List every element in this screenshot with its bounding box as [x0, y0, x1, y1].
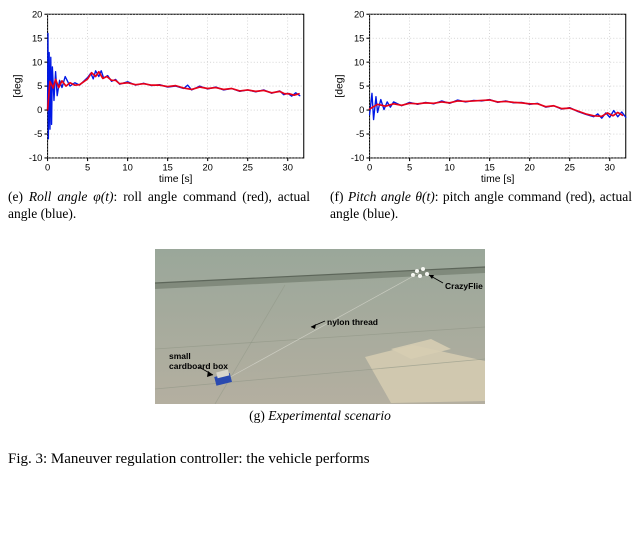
svg-text:5: 5: [359, 81, 364, 91]
svg-text:5: 5: [407, 162, 412, 172]
caption-f: (f) Pitch angle θ(t): pitch angle comman…: [330, 189, 632, 223]
svg-text:[deg]: [deg]: [12, 74, 23, 97]
top-chart-row: 0 5 10 15 20 25 30 -10 -5 0 5 10 15 20 time [s] [deg] (…: [8, 8, 632, 223]
caption-e: (e) Roll angle φ(t): roll angle command …: [8, 189, 310, 223]
svg-text:time [s]: time [s]: [159, 174, 193, 185]
svg-text:0: 0: [367, 162, 372, 172]
caption-g-text: Experimental scenario: [268, 408, 391, 423]
roll-panel: 0 5 10 15 20 25 30 -10 -5 0 5 10 15 20 time [s] [deg] (…: [8, 8, 310, 223]
caption-f-var: Pitch angle θ(t): [348, 189, 435, 204]
svg-text:CrazyFlie: CrazyFlie: [445, 281, 483, 291]
svg-text:20: 20: [202, 162, 212, 172]
svg-text:15: 15: [354, 33, 364, 43]
caption-e-var: Roll angle φ(t): [29, 189, 114, 204]
svg-text:20: 20: [32, 9, 42, 19]
pitch-chart: 0 5 10 15 20 25 30 -10 -5 0 5 10 15 20 time [s] [deg]: [330, 8, 632, 185]
svg-text:small: small: [169, 351, 191, 361]
svg-text:30: 30: [605, 162, 615, 172]
svg-text:25: 25: [565, 162, 575, 172]
svg-text:20: 20: [524, 162, 534, 172]
svg-text:20: 20: [354, 9, 364, 19]
caption-e-prefix: (e): [8, 189, 29, 204]
svg-text:30: 30: [283, 162, 293, 172]
scenario-image: CrazyFlie nylon thread smallcardboard box: [155, 249, 485, 404]
svg-text:-10: -10: [351, 153, 365, 163]
svg-text:-10: -10: [29, 153, 43, 163]
svg-text:10: 10: [354, 57, 364, 67]
svg-text:5: 5: [85, 162, 90, 172]
svg-text:15: 15: [162, 162, 172, 172]
svg-text:5: 5: [37, 81, 42, 91]
scenario-row: CrazyFlienylon threadsmallcardboard box …: [8, 249, 632, 425]
svg-text:10: 10: [122, 162, 132, 172]
svg-text:-5: -5: [34, 129, 42, 139]
figure-label: Fig. 3: Maneuver regulation controller: …: [8, 451, 632, 468]
svg-text:0: 0: [37, 105, 42, 115]
roll-chart: 0 5 10 15 20 25 30 -10 -5 0 5 10 15 20 time [s] [deg]: [8, 8, 310, 185]
svg-text:15: 15: [32, 33, 42, 43]
svg-text:10: 10: [32, 57, 42, 67]
svg-text:[deg]: [deg]: [334, 74, 345, 97]
svg-text:-5: -5: [356, 129, 364, 139]
svg-text:0: 0: [359, 105, 364, 115]
svg-text:10: 10: [444, 162, 454, 172]
svg-text:nylon thread: nylon thread: [327, 317, 378, 327]
svg-text:25: 25: [243, 162, 253, 172]
svg-text:cardboard box: cardboard box: [169, 361, 228, 371]
svg-text:15: 15: [484, 162, 494, 172]
caption-f-prefix: (f): [330, 189, 348, 204]
pitch-panel: 0 5 10 15 20 25 30 -10 -5 0 5 10 15 20 time [s] [deg] (…: [330, 8, 632, 223]
caption-g-prefix: (g): [249, 408, 268, 423]
svg-text:time [s]: time [s]: [481, 174, 515, 185]
svg-text:0: 0: [45, 162, 50, 172]
caption-g: (g) Experimental scenario: [249, 408, 391, 425]
